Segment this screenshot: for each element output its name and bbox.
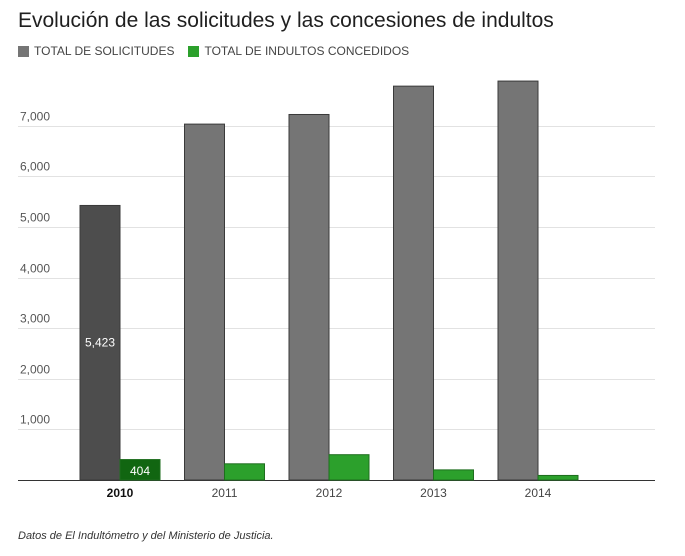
bar-chart: 1,000 2,000 3,000 4,000 5,000 6,000 7,000 2010 2… [18,80,655,500]
bar-solicitudes [184,123,225,481]
bar-concedidos [433,469,474,481]
bar-solicitudes [288,113,330,481]
source-note: Datos de El Indultómetro y del Ministeri… [18,530,274,542]
y-tick-label: 3,000 [20,312,50,326]
bar-concedidos [537,474,579,481]
chart-title: Evolución de las solicitudes y las conce… [18,9,554,32]
y-tick-label: 4,000 [20,262,50,276]
bar-concedidos [328,454,370,481]
legend-swatch-solicitudes [18,45,29,57]
x-tick-label: 2014 [525,486,552,500]
x-tick-label: 2013 [420,486,447,500]
legend-label-concedidos: TOTAL DE INDULTOS CONCEDIDOS [204,44,410,58]
x-tick-label: 2010 [107,486,134,500]
data-label: 404 [130,464,150,478]
bar-solicitudes [393,85,434,481]
legend-swatch-concedidos [188,45,200,57]
bar-solicitudes [497,80,539,481]
y-tick-label: 7,000 [20,110,50,124]
legend-item-concedidos: TOTAL DE INDULTOS CONCEDIDOS [188,44,409,58]
bar-concedidos [119,459,161,481]
legend-label-solicitudes: TOTAL DE SOLICITUDES [34,44,175,58]
y-tick-label: 1,000 [20,413,50,427]
x-tick-label: 2011 [212,486,238,500]
x-tick-label: 2012 [316,486,343,500]
bar-concedidos [224,463,265,481]
bar-solicitudes [79,204,121,481]
legend: TOTAL DE SOLICITUDES TOTAL DE INDULTOS C… [18,44,423,58]
legend-item-solicitudes: TOTAL DE SOLICITUDES [18,44,174,58]
y-tick-label: 5,000 [20,211,50,225]
y-tick-label: 6,000 [20,160,50,174]
data-label: 5,423 [85,336,115,350]
y-tick-label: 2,000 [20,363,50,377]
